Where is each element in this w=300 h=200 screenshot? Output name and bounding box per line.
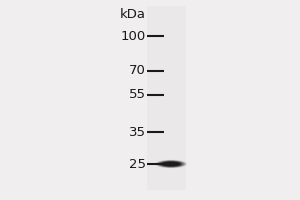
- Text: 55: 55: [128, 88, 146, 102]
- Ellipse shape: [160, 161, 182, 167]
- Ellipse shape: [157, 160, 185, 168]
- Text: kDa: kDa: [119, 7, 146, 21]
- Ellipse shape: [156, 160, 186, 168]
- Ellipse shape: [155, 160, 187, 168]
- Ellipse shape: [159, 161, 183, 167]
- Text: 70: 70: [129, 64, 146, 77]
- Ellipse shape: [161, 162, 181, 166]
- Ellipse shape: [161, 162, 181, 166]
- Text: 25: 25: [128, 158, 146, 170]
- Ellipse shape: [160, 161, 182, 167]
- Text: 35: 35: [128, 126, 146, 138]
- Ellipse shape: [163, 162, 179, 166]
- Ellipse shape: [162, 162, 180, 166]
- Ellipse shape: [158, 161, 184, 167]
- Bar: [147, 6, 186, 190]
- Text: 100: 100: [120, 29, 146, 43]
